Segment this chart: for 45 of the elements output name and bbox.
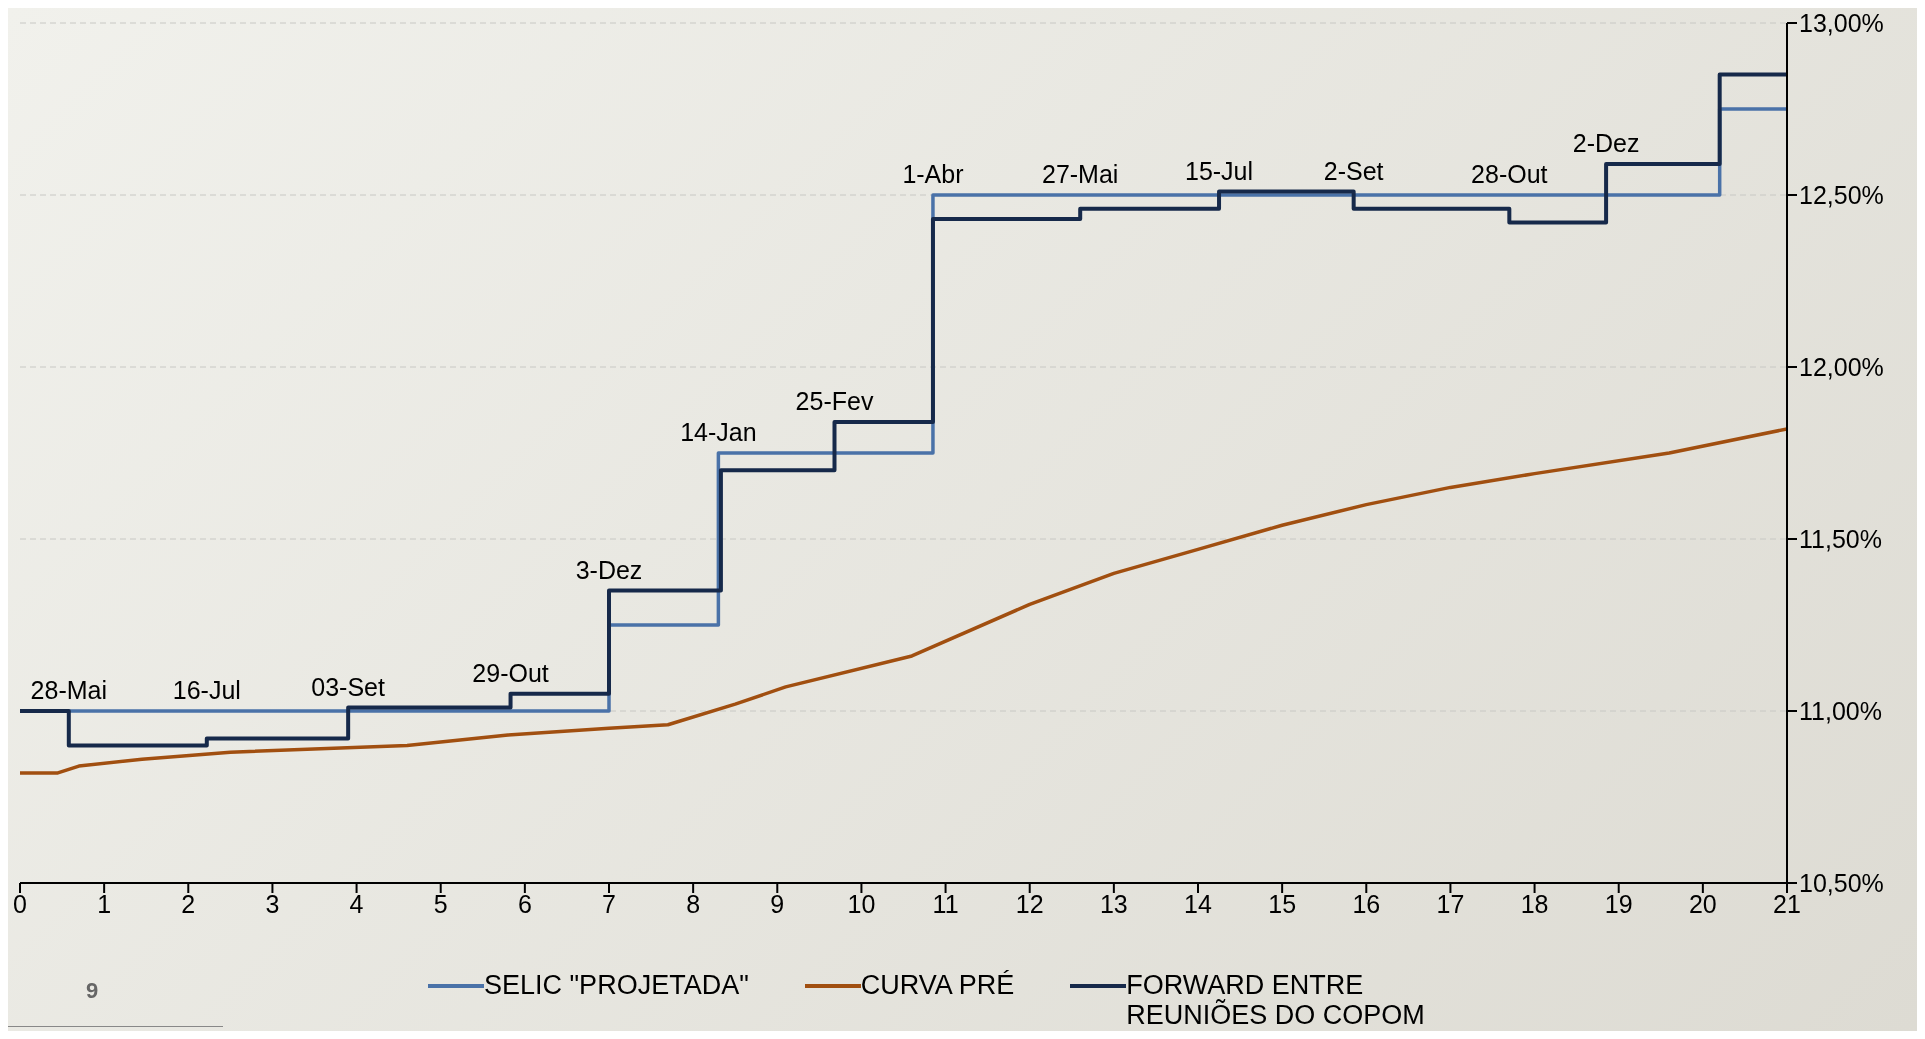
x-tick-label: 5 (433, 889, 448, 918)
annotation: 16-Jul (172, 676, 241, 704)
annotation: 2-Set (1323, 156, 1384, 185)
x-tick-label: 15 (1268, 889, 1297, 918)
y-tick-label: 10,50% (1799, 868, 1884, 897)
x-tick-label: 4 (349, 889, 364, 918)
annotation: 3-Dez (575, 555, 643, 584)
annotation: 29-Out (472, 658, 549, 687)
annotation: 15-Jul (1184, 156, 1254, 185)
x-tick-label: 21 (1773, 889, 1801, 918)
x-tick-label: 17 (1436, 889, 1465, 918)
legend-label: SELIC "PROJETADA" (484, 970, 749, 1000)
annotation: 1-Abr (902, 160, 964, 188)
x-tick-label: 20 (1688, 889, 1717, 918)
x-tick-label: 1 (97, 889, 112, 918)
x-tick-label: 8 (686, 889, 701, 918)
annotation: 03-Set (311, 672, 386, 701)
x-tick-label: 0 (13, 889, 27, 918)
y-tick-label: 11,00% (1799, 696, 1882, 725)
text: 9 (86, 978, 99, 1004)
x-tick-label: 14 (1184, 889, 1212, 918)
x-tick-label: 13 (1099, 889, 1128, 918)
annotation: 28-Out (1471, 160, 1548, 188)
y-tick-label: 12,00% (1799, 352, 1884, 381)
x-tick-label: 11 (932, 889, 959, 918)
annotation: 25-Fev (795, 387, 874, 416)
annotation: 28-Mai (30, 676, 108, 704)
x-tick-label: 12 (1015, 889, 1044, 918)
annotation: 2-Dez (1572, 129, 1640, 158)
x-tick-label: 7 (602, 889, 616, 918)
legend-label: CURVA PRÉ (860, 970, 1015, 1000)
x-tick-label: 16 (1352, 889, 1381, 918)
x-tick-label: 2 (181, 889, 196, 918)
x-tick-label: 3 (265, 889, 280, 918)
x-tick-label: 9 (770, 889, 785, 918)
x-tick-label: 10 (847, 889, 876, 918)
y-tick-label: 13,00% (1799, 8, 1884, 37)
y-tick-label: 12,50% (1799, 180, 1884, 209)
y-tick-label: 11,50% (1799, 524, 1882, 553)
x-tick-label: 6 (517, 889, 532, 918)
legend-label: FORWARD ENTRE REUNIÕES DO COPOM (1126, 970, 1426, 1030)
annotation: 14-Jan (680, 418, 757, 446)
x-tick-label: 19 (1604, 889, 1633, 918)
x-tick-label: 18 (1520, 889, 1549, 918)
annotation: 27-Mai (1041, 160, 1119, 188)
